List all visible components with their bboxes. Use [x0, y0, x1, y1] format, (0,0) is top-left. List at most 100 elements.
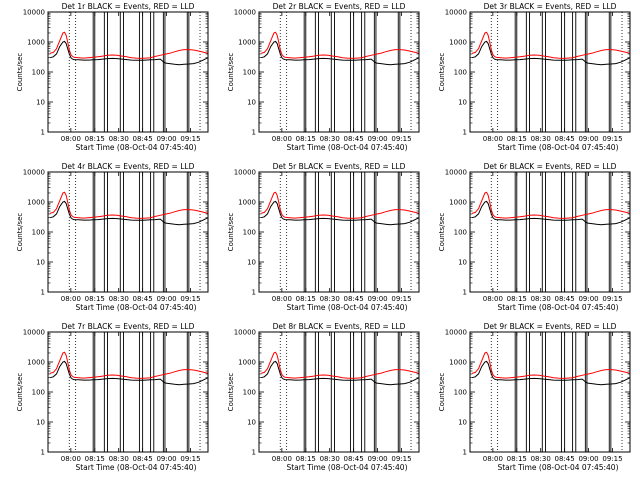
panel-2: Det 2r BLACK = Events, RED = LLD 1 10 100 10…	[227, 2, 420, 152]
y-tick-label: 1000	[27, 359, 45, 367]
y-tick-label: 1	[41, 129, 45, 137]
x-axis-label: Start Time (08-Oct-04 07:45:40)	[497, 303, 618, 312]
x-tick-label: 09:00	[367, 455, 387, 463]
x-tick-label: 09:15	[602, 295, 622, 303]
events-dropout-spike	[373, 172, 377, 292]
events-series-line	[49, 200, 209, 226]
events-dropout-spike	[541, 12, 546, 132]
events-dropout-spike	[103, 332, 108, 452]
x-tick-label: 08:45	[555, 455, 575, 463]
y-tick-label: 10000	[23, 329, 45, 337]
plot-frame	[469, 331, 631, 453]
plot-frame	[258, 11, 420, 133]
panel-title: Det 2r BLACK = Events, RED = LLD	[273, 2, 406, 11]
panel-3: Det 3r BLACK = Events, RED = LLD 1 10 100 10…	[438, 2, 631, 152]
x-tick-label: 08:00	[272, 295, 292, 303]
y-tick-label: 10000	[445, 9, 467, 17]
events-dropout-spike	[103, 172, 108, 292]
x-tick-label: 08:45	[555, 135, 575, 143]
x-tick-label: 08:15	[507, 455, 527, 463]
plot-frame	[47, 171, 209, 293]
x-tick-label: 08:30	[320, 455, 340, 463]
x-tick-label: 09:00	[156, 295, 176, 303]
lld-series-line	[49, 31, 209, 59]
x-tick-label: 08:45	[344, 135, 364, 143]
plot-frame	[47, 11, 209, 133]
x-tick-label: 08:15	[507, 295, 527, 303]
y-tick-label: 100	[243, 69, 256, 77]
events-dropout-spike	[150, 172, 155, 292]
y-tick-label: 10	[247, 419, 256, 427]
events-dropout-spike	[572, 332, 577, 452]
x-axis-label: Start Time (08-Oct-04 07:45:40)	[75, 463, 196, 472]
events-dropout-spike	[314, 172, 319, 292]
y-tick-label: 10000	[234, 169, 256, 177]
y-tick-label: 10	[458, 259, 467, 267]
x-tick-label: 08:30	[531, 295, 551, 303]
x-tick-label: 09:00	[367, 135, 387, 143]
y-tick-label: 1	[41, 289, 45, 297]
events-dropout-spike	[541, 172, 546, 292]
x-tick-label: 09:00	[578, 135, 598, 143]
y-axis-label: Counts/sec	[16, 373, 24, 412]
plot-frame	[469, 11, 631, 133]
events-dropout-spike	[303, 12, 307, 132]
x-tick-label: 09:15	[391, 135, 411, 143]
x-axis-label: Start Time (08-Oct-04 07:45:40)	[497, 463, 618, 472]
x-tick-label: 08:00	[272, 135, 292, 143]
y-axis-label: Counts/sec	[227, 213, 235, 252]
events-dropout-spike	[119, 332, 124, 452]
y-axis-label: Counts/sec	[438, 373, 446, 412]
y-tick-label: 10	[36, 419, 45, 427]
events-dropout-spike	[303, 332, 307, 452]
events-dropout-spike	[330, 12, 335, 132]
events-dropout-spike	[608, 172, 612, 292]
y-tick-label: 1	[41, 449, 45, 457]
x-tick-label: 08:15	[296, 295, 316, 303]
events-dropout-spike	[103, 12, 108, 132]
y-tick-label: 10000	[445, 169, 467, 177]
x-tick-label: 08:00	[61, 455, 81, 463]
x-tick-label: 08:00	[61, 295, 81, 303]
events-dropout-spike	[186, 12, 190, 132]
x-tick-label: 08:30	[109, 135, 129, 143]
plot-frame	[258, 171, 420, 293]
x-tick-label: 09:15	[180, 135, 200, 143]
events-dropout-spike	[514, 172, 518, 292]
events-dropout-spike	[572, 172, 577, 292]
x-tick-label: 09:00	[367, 295, 387, 303]
panel-title: Det 1r BLACK = Events, RED = LLD	[62, 2, 195, 11]
events-dropout-spike	[186, 332, 190, 452]
x-tick-label: 08:00	[483, 135, 503, 143]
x-tick-label: 08:30	[320, 135, 340, 143]
events-dropout-spike	[303, 172, 307, 292]
events-dropout-spike	[138, 172, 144, 292]
x-tick-label: 08:45	[133, 455, 153, 463]
events-dropout-spike	[92, 12, 96, 132]
y-tick-label: 1000	[27, 39, 45, 47]
y-tick-label: 10000	[234, 329, 256, 337]
events-dropout-spike	[525, 12, 530, 132]
x-tick-label: 08:30	[109, 295, 129, 303]
events-dropout-spike	[560, 332, 566, 452]
x-axis-label: Start Time (08-Oct-04 07:45:40)	[286, 303, 407, 312]
events-dropout-spike	[572, 12, 577, 132]
x-tick-label: 09:00	[156, 135, 176, 143]
plot-frame	[258, 331, 420, 453]
x-tick-label: 09:00	[578, 295, 598, 303]
x-tick-label: 08:45	[133, 135, 153, 143]
y-axis-label: Counts/sec	[16, 213, 24, 252]
panel-9: Det 9r BLACK = Events, RED = LLD 1 10 100 10…	[438, 322, 631, 472]
events-dropout-spike	[560, 172, 566, 292]
events-dropout-spike	[138, 12, 144, 132]
lld-series-line	[49, 351, 209, 379]
y-tick-label: 100	[454, 389, 467, 397]
events-series-line	[49, 40, 209, 66]
x-tick-label: 09:00	[156, 455, 176, 463]
y-tick-label: 1000	[449, 359, 467, 367]
x-tick-label: 08:15	[296, 135, 316, 143]
events-dropout-spike	[330, 332, 335, 452]
panel-8: Det 8r BLACK = Events, RED = LLD 1 10 100 10…	[227, 322, 420, 472]
lld-series-line	[49, 191, 209, 219]
panel-5: Det 5r BLACK = Events, RED = LLD 1 10 100 10…	[227, 162, 420, 312]
